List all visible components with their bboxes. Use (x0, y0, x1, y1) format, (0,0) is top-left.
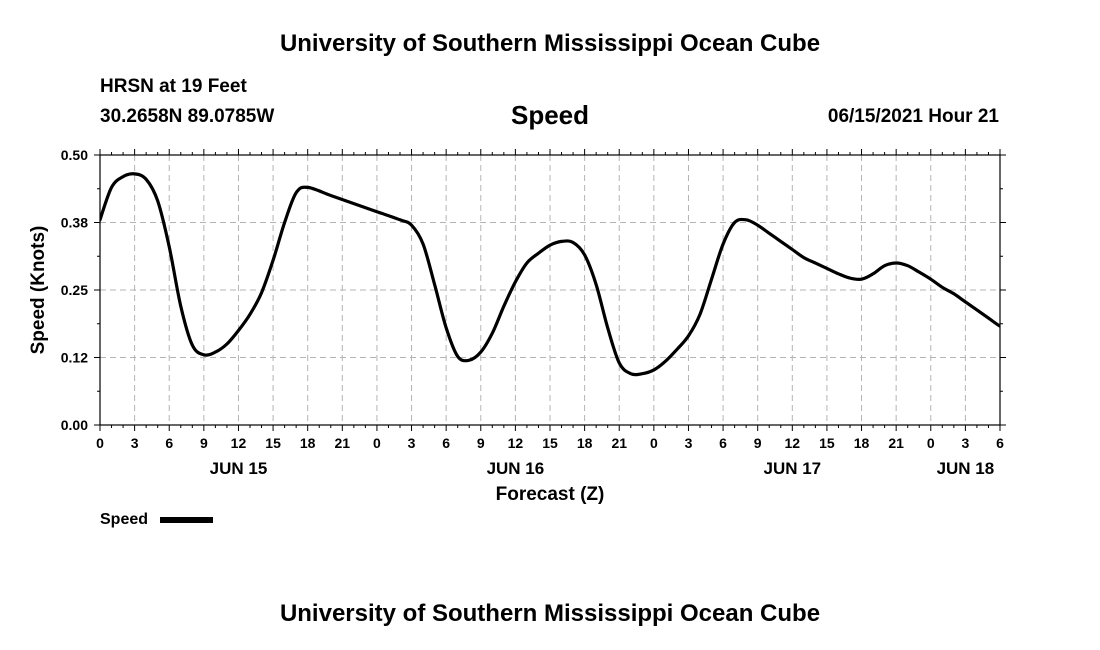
chart-title: Speed (510, 100, 590, 130)
date-label: JUN 15 (210, 459, 268, 478)
x-tick-label: 21 (335, 435, 351, 451)
x-tick-label: 3 (685, 435, 693, 451)
x-tick-label: 15 (265, 435, 281, 451)
x-axis-ticks: 0 3 6 9 12 15 18 21 0 3 6 9 12 15 18 21 0 3 6 9 12 15 18 21 0 3 6 (96, 149, 1004, 451)
issued-datetime: 06/15/2021 Hour 21 (827, 106, 999, 127)
y-axis-ticks: 0.00 0.12 0.25 0.38 0.50 (61, 147, 1006, 433)
x-tick-label: 15 (542, 435, 558, 451)
series-layer (100, 172, 1000, 377)
x-tick-label: 18 (577, 435, 593, 451)
x-tick-label: 6 (165, 435, 173, 451)
grid-lines (100, 155, 1000, 425)
y-tick-label: 0.00 (61, 417, 88, 433)
x-tick-label: 3 (408, 435, 416, 451)
x-tick-label: 18 (854, 435, 870, 451)
coordinates-label: 30.2658N 89.0785W (100, 106, 275, 127)
x-tick-label: 6 (442, 435, 450, 451)
x-tick-label: 0 (373, 435, 381, 451)
header-title-bottom: University of Southern Mississippi Ocean… (279, 600, 821, 627)
x-tick-label: 9 (477, 435, 485, 451)
x-tick-label: 21 (611, 435, 627, 451)
x-tick-label: 9 (754, 435, 762, 451)
x-tick-label: 6 (719, 435, 727, 451)
x-tick-label: 18 (300, 435, 316, 451)
x-tick-label: 3 (961, 435, 969, 451)
x-tick-label: 21 (888, 435, 904, 451)
y-tick-label: 0.25 (61, 282, 88, 298)
x-tick-label: 12 (508, 435, 524, 451)
series-line-speed (100, 172, 1000, 377)
header-title-top: University of Southern Mississippi Ocean… (279, 30, 821, 57)
y-tick-label: 0.12 (61, 350, 88, 366)
x-tick-label: 15 (819, 435, 835, 451)
y-tick-label: 0.38 (61, 215, 88, 231)
x-tick-label: 12 (785, 435, 801, 451)
y-axis-label: Speed (Knots) (28, 226, 49, 355)
x-tick-label: 0 (927, 435, 935, 451)
x-tick-label: 12 (231, 435, 247, 451)
x-tick-label: 6 (996, 435, 1004, 451)
station-label: HRSN at 19 Feet (100, 76, 247, 97)
date-label: JUN 18 (937, 459, 995, 478)
x-tick-label: 0 (96, 435, 104, 451)
date-label: JUN 17 (763, 459, 821, 478)
x-tick-label: 0 (650, 435, 658, 451)
y-tick-label: 0.50 (61, 147, 88, 163)
x-tick-label: 9 (200, 435, 208, 451)
date-label: JUN 16 (487, 459, 545, 478)
legend-label: Speed (100, 511, 148, 528)
legend: Speed (100, 511, 213, 528)
x-axis-label: Forecast (Z) (496, 484, 605, 505)
x-tick-label: 3 (131, 435, 139, 451)
date-labels: JUN 15 JUN 16 JUN 17 JUN 18 (210, 459, 995, 478)
